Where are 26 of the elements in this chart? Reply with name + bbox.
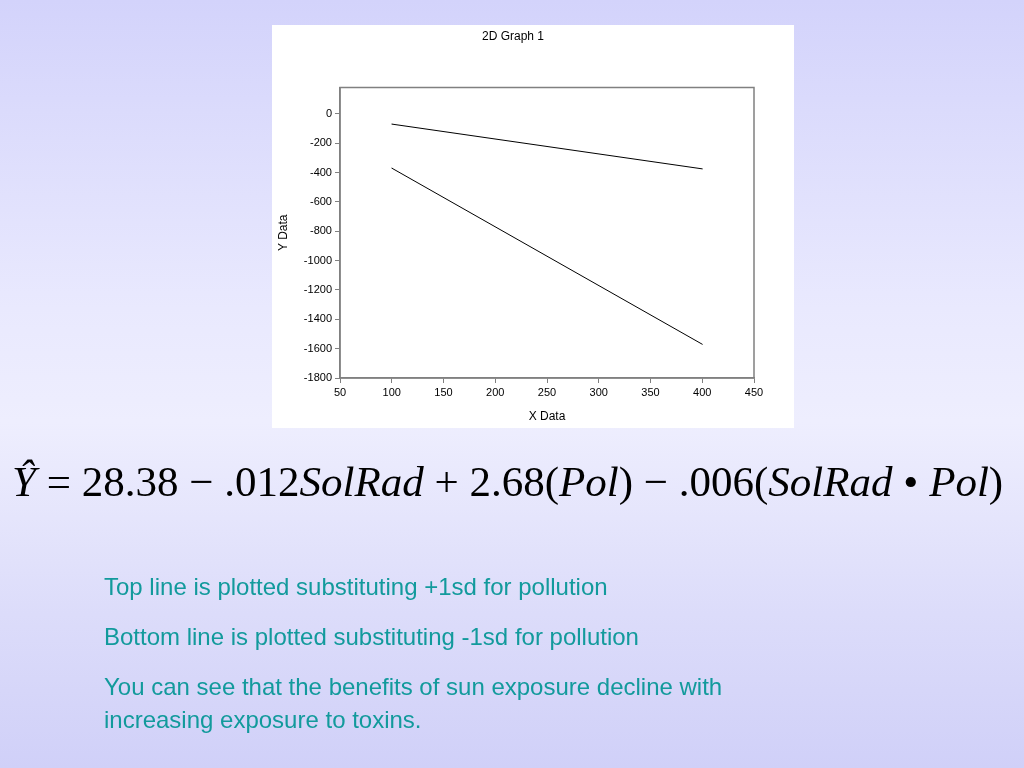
x-tick-label: 300	[589, 385, 608, 398]
y-tick-label: -1200	[303, 282, 332, 295]
y-tick-label: 0	[325, 106, 332, 119]
x-tick-label: 50	[333, 385, 347, 398]
y-tick-label: -200	[309, 136, 332, 149]
text: Ŷ = 28.38 − .012SolRad + 2.68(Pol) − .006(SolRad • Pol)	[12, 458, 1004, 505]
chart-title: 2D Graph 1	[481, 28, 545, 43]
y-tick-label: -600	[309, 194, 332, 207]
x-tick-label: 250	[537, 385, 557, 398]
x-tick-label: 200	[486, 385, 505, 398]
y-axis-title: Y Data	[275, 214, 290, 251]
text: Top line is plotted substituting +1sd for pollution	[104, 572, 609, 602]
x-tick-label: 350	[641, 385, 660, 398]
x-tick-label: 150	[434, 385, 453, 398]
y-tick-label: -1600	[303, 341, 332, 354]
y-tick-label: -1400	[303, 312, 332, 325]
y-tick-label: -400	[309, 165, 332, 178]
x-tick-label: 100	[382, 385, 401, 398]
x-tick-label: 450	[744, 385, 764, 398]
y-tick-label: -800	[309, 224, 332, 237]
y-tick-label: -1000	[303, 253, 332, 266]
x-tick-label: 400	[693, 385, 712, 398]
text: You can see that the benefits of sun exposure decline with increasing exposure to toxins.	[104, 672, 724, 735]
y-tick-label: -1800	[303, 371, 332, 384]
text: Bottom line is plotted substituting -1sd for pollution	[104, 622, 640, 652]
x-axis-title: X Data	[528, 409, 566, 424]
